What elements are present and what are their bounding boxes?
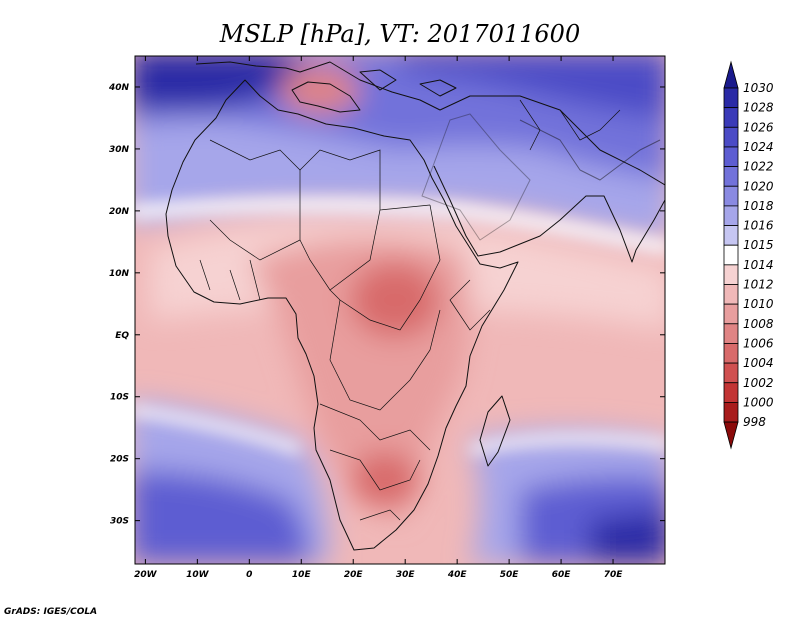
colorbar-swatch <box>723 284 739 305</box>
x-tick-label: 10E <box>292 570 312 580</box>
x-tick-label: 0 <box>246 570 252 580</box>
country-borders <box>199 99 621 521</box>
x-tick-label: 40E <box>447 570 468 580</box>
coastlines <box>165 61 665 551</box>
colorbar-label: 1010 <box>743 297 774 311</box>
y-tick-label: 30N <box>109 145 130 155</box>
x-tick-label: 10W <box>186 570 210 580</box>
colorbar-label: 1004 <box>743 356 774 370</box>
colorbar-swatch <box>723 382 739 403</box>
y-tick-label: 40N <box>108 83 130 93</box>
colorbar-label: 1012 <box>743 278 774 292</box>
colorbar-swatch <box>723 205 739 226</box>
colorbar-swatch <box>723 60 739 89</box>
y-tick-label: EQ <box>115 331 129 341</box>
colorbar: 1030 1028 1026 1024 1022 1020 1018 1016 1015 1014… <box>723 60 774 450</box>
x-tick-label: 20E <box>344 570 364 580</box>
y-tick-label: 30S <box>110 517 129 527</box>
x-tick-label: 70E <box>604 570 624 580</box>
colorbar-label: 1002 <box>743 376 774 390</box>
x-axis: 20W 10W 0 10E 20E 30E 40E 50E 60E 70E <box>134 56 623 580</box>
colorbar-swatch <box>723 225 739 246</box>
colorbar-swatch <box>723 244 739 266</box>
credit-label: GrADS: IGES/COLA <box>4 607 97 617</box>
colorbar-label: 1026 <box>743 120 774 134</box>
x-tick-label: 60E <box>552 570 572 580</box>
colorbar-swatch <box>723 107 739 128</box>
colorbar-label: 1030 <box>743 81 774 95</box>
colorbar-label: 1024 <box>743 140 774 154</box>
colorbar-label: 1014 <box>743 258 774 272</box>
colorbar-swatch <box>723 166 739 187</box>
colorbar-label: 1016 <box>743 219 774 233</box>
colorbar-swatch <box>723 421 739 450</box>
colorbar-label: 1000 <box>743 395 774 409</box>
colorbar-label: 1015 <box>743 238 774 252</box>
plot-frame <box>134 55 666 565</box>
colorbar-swatch <box>723 264 739 285</box>
y-tick-label: 10N <box>109 269 130 279</box>
x-tick-label: 20W <box>134 570 158 580</box>
colorbar-swatch <box>723 146 739 167</box>
colorbar-swatch <box>723 185 739 207</box>
colorbar-label: 998 <box>743 415 766 429</box>
colorbar-swatch <box>723 401 739 423</box>
colorbar-label: 1008 <box>743 317 774 331</box>
colorbar-label: 1006 <box>743 336 774 350</box>
colorbar-label: 1022 <box>743 160 774 174</box>
colorbar-label: 1018 <box>743 199 774 213</box>
x-tick-label: 30E <box>396 570 416 580</box>
colorbar-swatch <box>723 362 739 384</box>
colorbar-swatch <box>723 126 739 148</box>
x-tick-label: 50E <box>500 570 520 580</box>
colorbar-swatch <box>723 323 739 344</box>
colorbar-swatch <box>723 87 739 109</box>
colorbar-label: 1020 <box>743 179 774 193</box>
y-tick-label: 10S <box>110 393 129 403</box>
pressure-field <box>135 56 665 564</box>
colorbar-swatch <box>723 303 739 325</box>
y-tick-label: 20S <box>110 455 129 465</box>
y-axis: 40N 30N 20N 10N EQ 10S 20S 30S <box>108 83 665 527</box>
colorbar-swatch <box>723 343 739 364</box>
y-tick-label: 20N <box>109 207 130 217</box>
colorbar-label: 1028 <box>743 101 774 115</box>
figure-title: MSLP [hPa], VT: 2017011600 <box>219 20 580 48</box>
